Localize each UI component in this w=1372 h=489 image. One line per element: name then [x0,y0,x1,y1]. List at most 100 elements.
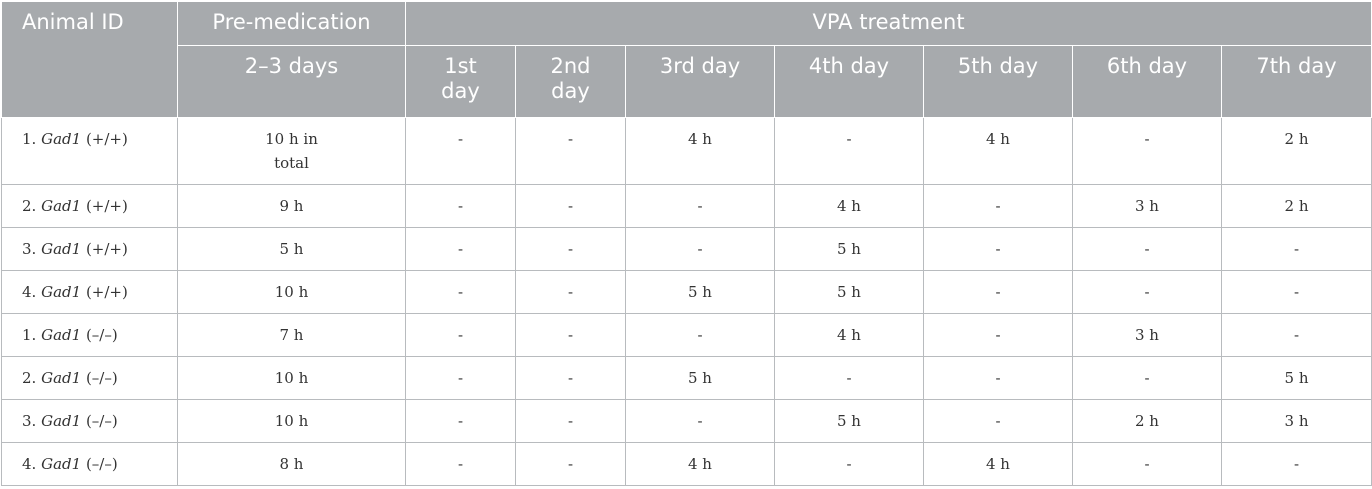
genotype: (+/+) [85,197,128,215]
header-pre-days: 2–3 days [177,45,406,118]
pre-medication-cell: 5 h [177,227,406,271]
header-vpa-treatment: VPA treatment [404,1,1372,46]
gene-name: Gad1 [41,455,82,473]
animal-id-cell: 3. Gad1 (+/+) [1,227,178,271]
day-4-cell: - [774,356,924,400]
day-1-cell: - [405,270,516,314]
day-3-cell: 5 h [625,356,775,400]
animal-number: 4. [22,455,37,473]
day-4-cell: 5 h [774,227,924,271]
gene-name: Gad1 [41,412,82,430]
day-7-cell: - [1220,442,1372,486]
animal-number: 3. [22,412,37,430]
day-3-cell: 4 h [625,117,775,185]
day-6-cell: - [1072,227,1222,271]
genotype: (+/+) [85,130,128,148]
day-5-cell: - [923,399,1073,443]
day-3-cell: - [625,184,775,228]
animal-number: 3. [22,240,37,258]
day-7-cell: - [1220,270,1372,314]
day-1-cell: - [405,227,516,271]
animal-number: 4. [22,283,37,301]
day-7-cell: 5 h [1220,356,1372,400]
animal-id-cell: 1. Gad1 (+/+) [1,117,178,185]
day-5-cell: - [923,356,1073,400]
day-4-cell: 4 h [774,313,924,357]
day-5-cell: - [923,184,1073,228]
gene-name: Gad1 [41,326,82,344]
day-3-cell: - [625,313,775,357]
gene-name: Gad1 [41,197,82,215]
pre-medication-cell: 10 h [177,270,406,314]
header-day-2: 2nd day [515,45,626,118]
day-6-cell: - [1072,442,1222,486]
day-7-cell: - [1220,227,1372,271]
gene-name: Gad1 [41,130,82,148]
animal-number: 1. [22,326,37,344]
day-1-cell: - [405,399,516,443]
genotype: (+/+) [85,283,128,301]
pre-medication-cell: 8 h [177,442,406,486]
table-row: 2. Gad1 (–/–) 10 h--5 h---5 h [1,356,1372,400]
day-6-cell: 2 h [1072,399,1222,443]
pre-medication-cell: 10 h in total [177,117,406,185]
gene-name: Gad1 [41,283,82,301]
day-7-cell: 3 h [1220,399,1372,443]
table-row: 3. Gad1 (+/+) 5 h---5 h--- [1,227,1372,271]
animal-id-cell: 3. Gad1 (–/–) [1,399,178,443]
day-2-cell: - [515,399,626,443]
day-5-cell: 4 h [923,117,1073,185]
pre-medication-cell: 7 h [177,313,406,357]
table-row: 1. Gad1 (+/+) 10 h in total - -4 h-4 h-2 h [1,117,1372,185]
animal-id-cell: 1. Gad1 (–/–) [1,313,178,357]
day-5-cell: - [923,227,1073,271]
day-4-cell: 5 h [774,399,924,443]
day-4-cell: 5 h [774,270,924,314]
genotype: (–/–) [85,369,118,387]
header-day-6: 6th day [1072,45,1222,118]
animal-id-cell: 4. Gad1 (–/–) [1,442,178,486]
day-2-cell: - [515,227,626,271]
gene-name: Gad1 [41,240,82,258]
day-2-cell: - [515,117,626,185]
day-3-cell: - [625,227,775,271]
genotype: (–/–) [85,412,118,430]
day-3-cell: 5 h [625,270,775,314]
day-7-cell: 2 h [1220,117,1372,185]
day-4-cell: 4 h [774,184,924,228]
day-6-cell: 3 h [1072,184,1222,228]
animal-number: 2. [22,197,37,215]
header-row-2: 2–3 days 1st day 2nd day 3rd day 4th day… [2,45,1372,118]
gene-name: Gad1 [41,369,82,387]
header-day-5: 5th day [923,45,1073,118]
table-row: 4. Gad1 (–/–) 8 h--4 h-4 h-- [1,442,1372,486]
day-1-cell: - [405,313,516,357]
day-6-cell: 3 h [1072,313,1222,357]
day-3-cell: - [625,399,775,443]
day-3-cell: 4 h [625,442,775,486]
day-2-cell: - [515,270,626,314]
header-day-3: 3rd day [625,45,775,118]
animal-number: 2. [22,369,37,387]
day-5-cell: - [923,313,1073,357]
day-5-cell: 4 h [923,442,1073,486]
animal-number: 1. [22,130,37,148]
table-row: 1. Gad1 (–/–) 7 h---4 h-3 h- [1,313,1372,357]
day-1-cell: - [405,117,516,185]
header-day-7: 7th day [1220,45,1372,118]
day-6-cell: - [1072,270,1222,314]
pre-medication-cell: 9 h [177,184,406,228]
genotype: (+/+) [85,240,128,258]
day-7-cell: - [1220,313,1372,357]
header-day-4: 4th day [774,45,924,118]
animal-id-cell: 2. Gad1 (–/–) [1,356,178,400]
header-pre-medication: Pre-medication [177,1,406,46]
day-4-cell: - [774,442,924,486]
day-7-cell: 2 h [1220,184,1372,228]
pre-medication-cell: 10 h [177,356,406,400]
genotype: (–/–) [85,326,118,344]
genotype: (–/–) [85,455,118,473]
pre-medication-cell: 10 h [177,399,406,443]
